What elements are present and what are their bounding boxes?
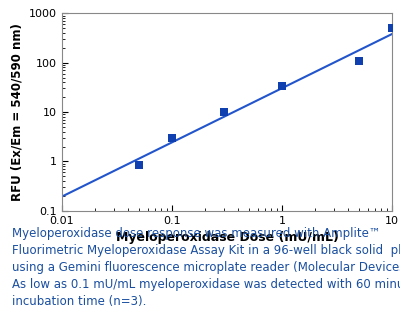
Y-axis label: RFU (Ex/Em = 540/590 nm): RFU (Ex/Em = 540/590 nm) — [10, 23, 24, 201]
Point — [169, 135, 175, 140]
Text: Myeloperoxidase dose response was measured with Amplite™
Fluorimetric Myeloperox: Myeloperoxidase dose response was measur… — [12, 227, 400, 308]
Point — [389, 26, 395, 31]
Point — [221, 110, 228, 115]
Point — [356, 58, 362, 63]
Point — [136, 162, 142, 168]
Point — [279, 84, 285, 89]
X-axis label: Myeloperoxidase Dose (mU/mL): Myeloperoxidase Dose (mU/mL) — [116, 231, 338, 244]
